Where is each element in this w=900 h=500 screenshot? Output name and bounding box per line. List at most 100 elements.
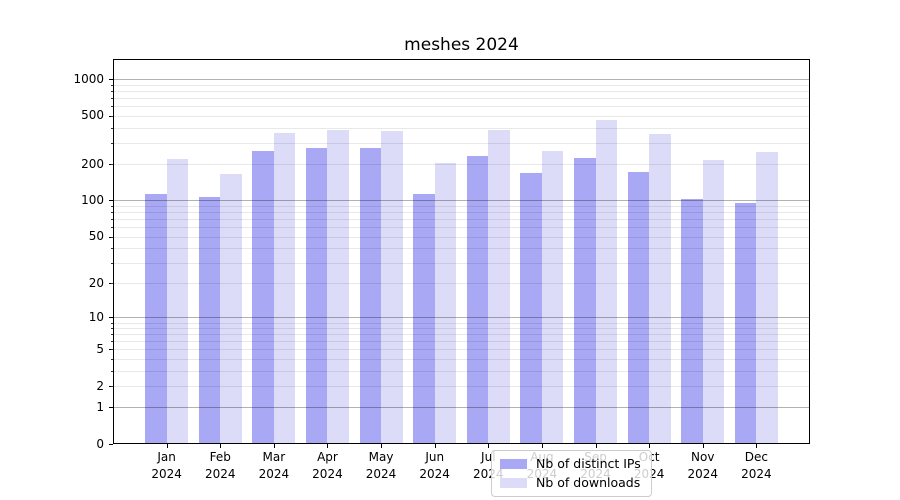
bar-distinct-ips-aug — [520, 173, 542, 444]
major-gridline — [113, 317, 810, 319]
minor-gridline — [113, 106, 810, 108]
y-tick-label: 0 — [96, 436, 104, 451]
y-tick-label: 500 — [81, 108, 104, 123]
axis-spine-bottom — [113, 443, 810, 444]
major-gridline — [113, 407, 810, 409]
legend-entry-downloads: Nb of downloads — [500, 475, 642, 491]
y-tick-mark — [109, 444, 113, 445]
bar-distinct-ips-feb — [198, 196, 221, 444]
minor-gridline — [113, 219, 810, 221]
y-minor-tick-mark — [110, 164, 113, 166]
x-tick-label: Jan 2024 — [151, 450, 182, 481]
minor-gridline — [113, 205, 810, 207]
y-minor-tick-mark — [110, 227, 113, 229]
y-minor-tick-mark — [110, 283, 113, 285]
minor-gridline — [113, 98, 810, 100]
axis-spine-left — [113, 59, 114, 444]
bar-downloads-mar — [273, 132, 296, 444]
minor-gridline — [113, 227, 810, 229]
y-tick-label: 1000 — [73, 71, 104, 86]
y-minor-tick-mark — [110, 359, 113, 361]
minor-gridline — [113, 164, 810, 166]
bar-distinct-ips-jun — [413, 194, 435, 444]
bar-downloads-apr — [327, 129, 349, 444]
minor-gridline — [113, 370, 810, 372]
y-tick-label: 50 — [88, 229, 104, 244]
x-tick-label: Mar 2024 — [258, 450, 290, 481]
bar-downloads-aug — [541, 151, 564, 444]
x-tick-mark — [595, 444, 597, 448]
y-tick-mark — [109, 79, 113, 81]
minor-gridline — [113, 262, 810, 264]
legend-entry-distinct-ips: Nb of distinct IPs — [500, 456, 642, 472]
minor-gridline — [113, 359, 810, 361]
x-tick-mark — [381, 444, 383, 448]
minor-gridline — [113, 115, 810, 117]
y-tick-label: 20 — [88, 275, 104, 290]
x-tick-mark — [649, 444, 651, 448]
x-tick-mark — [220, 444, 222, 448]
x-tick-mark — [756, 444, 758, 448]
y-minor-tick-mark — [110, 205, 113, 207]
x-tick-mark — [541, 444, 543, 448]
y-tick-label: 10 — [88, 309, 104, 324]
y-tick-label: 5 — [96, 341, 104, 356]
y-tick-mark — [109, 317, 113, 319]
bar-downloads-feb — [220, 173, 242, 444]
legend-label-downloads: Nb of downloads — [536, 475, 641, 490]
x-tick-label: May 2024 — [365, 450, 397, 481]
x-tick-label: Apr 2024 — [312, 450, 343, 481]
y-tick-mark — [109, 200, 113, 202]
minor-gridline — [113, 91, 810, 93]
minor-gridline — [113, 349, 810, 351]
minor-gridline — [113, 236, 810, 238]
y-minor-tick-mark — [110, 262, 113, 264]
x-tick-mark — [434, 444, 436, 448]
y-tick-label: 100 — [81, 192, 104, 207]
bar-downloads-oct — [649, 133, 671, 444]
y-minor-tick-mark — [110, 85, 113, 86]
minor-gridline — [113, 283, 810, 285]
y-minor-tick-mark — [110, 106, 113, 108]
bar-distinct-ips-dec — [734, 203, 757, 444]
minor-gridline — [113, 328, 810, 330]
y-minor-tick-mark — [110, 322, 113, 324]
minor-gridline — [113, 248, 810, 250]
minor-gridline — [113, 142, 810, 144]
minor-gridline — [113, 386, 810, 388]
x-tick-mark — [327, 444, 329, 448]
y-tick-label: 200 — [81, 156, 104, 171]
y-minor-tick-mark — [110, 248, 113, 250]
x-tick-label: Dec 2024 — [741, 450, 772, 481]
x-tick-label: Jun 2024 — [419, 450, 450, 481]
bar-downloads-jan — [166, 158, 189, 444]
bar-distinct-ips-oct — [627, 171, 650, 444]
y-minor-tick-mark — [110, 212, 113, 214]
legend-swatch-downloads — [500, 478, 527, 488]
y-tick-label: 1 — [96, 399, 104, 414]
y-minor-tick-mark — [110, 98, 113, 100]
y-minor-tick-mark — [110, 334, 113, 336]
x-tick-mark — [702, 444, 704, 448]
y-minor-tick-mark — [110, 349, 113, 351]
y-minor-tick-mark — [110, 127, 113, 129]
bar-downloads-jun — [434, 163, 457, 444]
x-tick-mark — [488, 444, 490, 448]
y-minor-tick-mark — [110, 328, 113, 330]
major-gridline — [113, 79, 810, 81]
bar-distinct-ips-jan — [145, 193, 167, 444]
bar-downloads-nov — [702, 160, 725, 444]
minor-gridline — [113, 334, 810, 336]
y-minor-tick-mark — [110, 386, 113, 388]
legend: Nb of distinct IPs Nb of downloads — [491, 450, 652, 497]
legend-swatch-distinct-ips — [500, 459, 527, 469]
plot-area: Nb of distinct IPs Nb of downloads — [113, 59, 810, 497]
y-minor-tick-mark — [110, 341, 113, 343]
minor-gridline — [113, 85, 810, 86]
y-minor-tick-mark — [110, 115, 113, 117]
bar-downloads-may — [381, 130, 403, 444]
bar-distinct-ips-nov — [681, 198, 703, 444]
bar-distinct-ips-sep — [574, 157, 596, 444]
minor-gridline — [113, 212, 810, 214]
